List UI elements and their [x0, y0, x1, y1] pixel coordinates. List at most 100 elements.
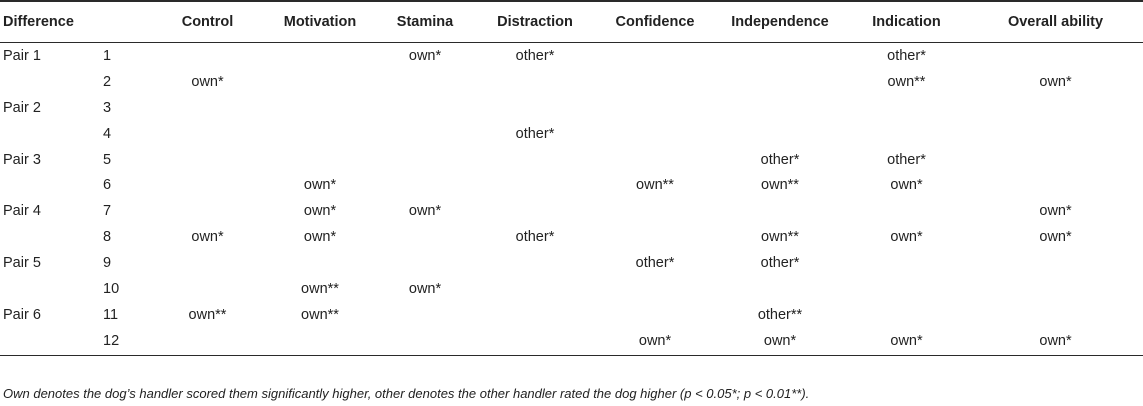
table-cell — [265, 327, 375, 356]
row-number: 9 — [103, 255, 112, 272]
table-row: Pair 3 5 other* other* — [0, 147, 1143, 173]
pair-label: Pair 2 — [3, 99, 41, 116]
results-table: Difference Control Motivation Stamina Distra… — [0, 0, 1143, 356]
table-cell — [968, 95, 1143, 121]
table-cell — [968, 147, 1143, 173]
table-cell: own** — [761, 229, 799, 246]
table-row: Pair 1 1 own* other* other* — [0, 43, 1143, 69]
table-cell — [475, 250, 595, 276]
table-cell: own* — [890, 177, 923, 194]
table-cell: own* — [715, 327, 845, 356]
table-cell — [968, 43, 1143, 69]
row-number: 8 — [103, 229, 112, 246]
table-cell — [265, 43, 375, 69]
table-cell — [595, 69, 715, 95]
table-cell — [150, 95, 265, 121]
table-cell: own* — [408, 203, 442, 220]
column-header: Distraction — [475, 0, 595, 43]
table-cell — [150, 198, 265, 224]
pair-label — [0, 69, 100, 95]
table-cell — [150, 327, 265, 356]
table-cell — [845, 250, 968, 276]
row-number: 5 — [103, 151, 112, 168]
pair-label: Pair 3 — [3, 151, 41, 168]
pair-label: Pair 1 — [3, 47, 41, 64]
pair-label: Pair 5 — [3, 255, 41, 272]
table-cell — [265, 147, 375, 173]
row-number: 2 — [103, 73, 112, 90]
table-cell — [375, 69, 475, 95]
table-cell — [150, 276, 265, 302]
pair-label — [0, 224, 100, 250]
table-cell: own* — [303, 177, 337, 194]
table-cell: own** — [301, 280, 339, 297]
row-number: 3 — [103, 99, 112, 116]
table-row: 8 own* own* other* own** own* own* — [0, 224, 1143, 250]
table-cell: own* — [1039, 203, 1072, 220]
table-cell — [595, 198, 715, 224]
table-cell: own** — [761, 177, 799, 194]
table-cell — [265, 69, 375, 95]
table-cell: own* — [890, 229, 923, 246]
table-row: 2 own* own** own* — [0, 69, 1143, 95]
table-cell — [375, 95, 475, 121]
table-cell — [595, 121, 715, 147]
table-cell: own* — [191, 229, 224, 246]
table-cell: own* — [303, 229, 337, 246]
pair-label — [0, 121, 100, 147]
table-cell — [475, 302, 595, 328]
table-cell — [475, 327, 595, 356]
table-cell — [715, 198, 845, 224]
row-number: 7 — [103, 203, 112, 220]
table-cell — [715, 95, 845, 121]
table-cell — [845, 302, 968, 328]
table-cell — [845, 198, 968, 224]
table-cell — [475, 147, 595, 173]
table-cell — [265, 121, 375, 147]
table-cell: own* — [1039, 229, 1072, 246]
table-cell: own* — [408, 280, 442, 297]
table-cell — [475, 95, 595, 121]
table-cell — [150, 147, 265, 173]
table-cell — [595, 43, 715, 69]
table-cell — [845, 95, 968, 121]
table-cell — [845, 276, 968, 302]
table-cell: other** — [757, 306, 803, 323]
table-cell — [715, 121, 845, 147]
table-cell — [595, 147, 715, 173]
row-number: 10 — [103, 280, 120, 297]
table-cell — [375, 224, 475, 250]
row-number: 12 — [100, 327, 150, 356]
table-cell — [968, 172, 1143, 198]
pair-label — [0, 327, 100, 356]
table-cell — [265, 250, 375, 276]
table-cell: own* — [845, 327, 968, 356]
table-cell — [595, 95, 715, 121]
table-cell — [375, 147, 475, 173]
table-cell: other* — [515, 47, 555, 64]
column-header: Motivation — [265, 0, 375, 43]
table-cell: own* — [303, 203, 337, 220]
table-cell — [150, 121, 265, 147]
table-cell — [715, 43, 845, 69]
pair-label: Pair 4 — [3, 203, 41, 220]
table-cell: own** — [887, 73, 926, 90]
row-number: 11 — [103, 306, 119, 323]
table-cell — [595, 302, 715, 328]
table-cell — [265, 95, 375, 121]
table-cell: own* — [595, 327, 715, 356]
table-cell: own** — [636, 177, 674, 194]
column-header: Control — [150, 0, 265, 43]
table-row: 4 other* — [0, 121, 1143, 147]
table-cell: own* — [408, 47, 442, 64]
table-cell — [375, 172, 475, 198]
table-cell — [150, 172, 265, 198]
table-cell: other* — [515, 229, 555, 246]
column-header — [100, 0, 150, 43]
table-body: Pair 1 1 own* other* other* 2 own* own** own* Pai… — [0, 43, 1143, 356]
table-row: 10 own** own* — [0, 276, 1143, 302]
table-cell: own* — [1039, 73, 1072, 90]
table-cell — [968, 276, 1143, 302]
table-cell: other* — [635, 255, 675, 272]
table-cell — [968, 121, 1143, 147]
